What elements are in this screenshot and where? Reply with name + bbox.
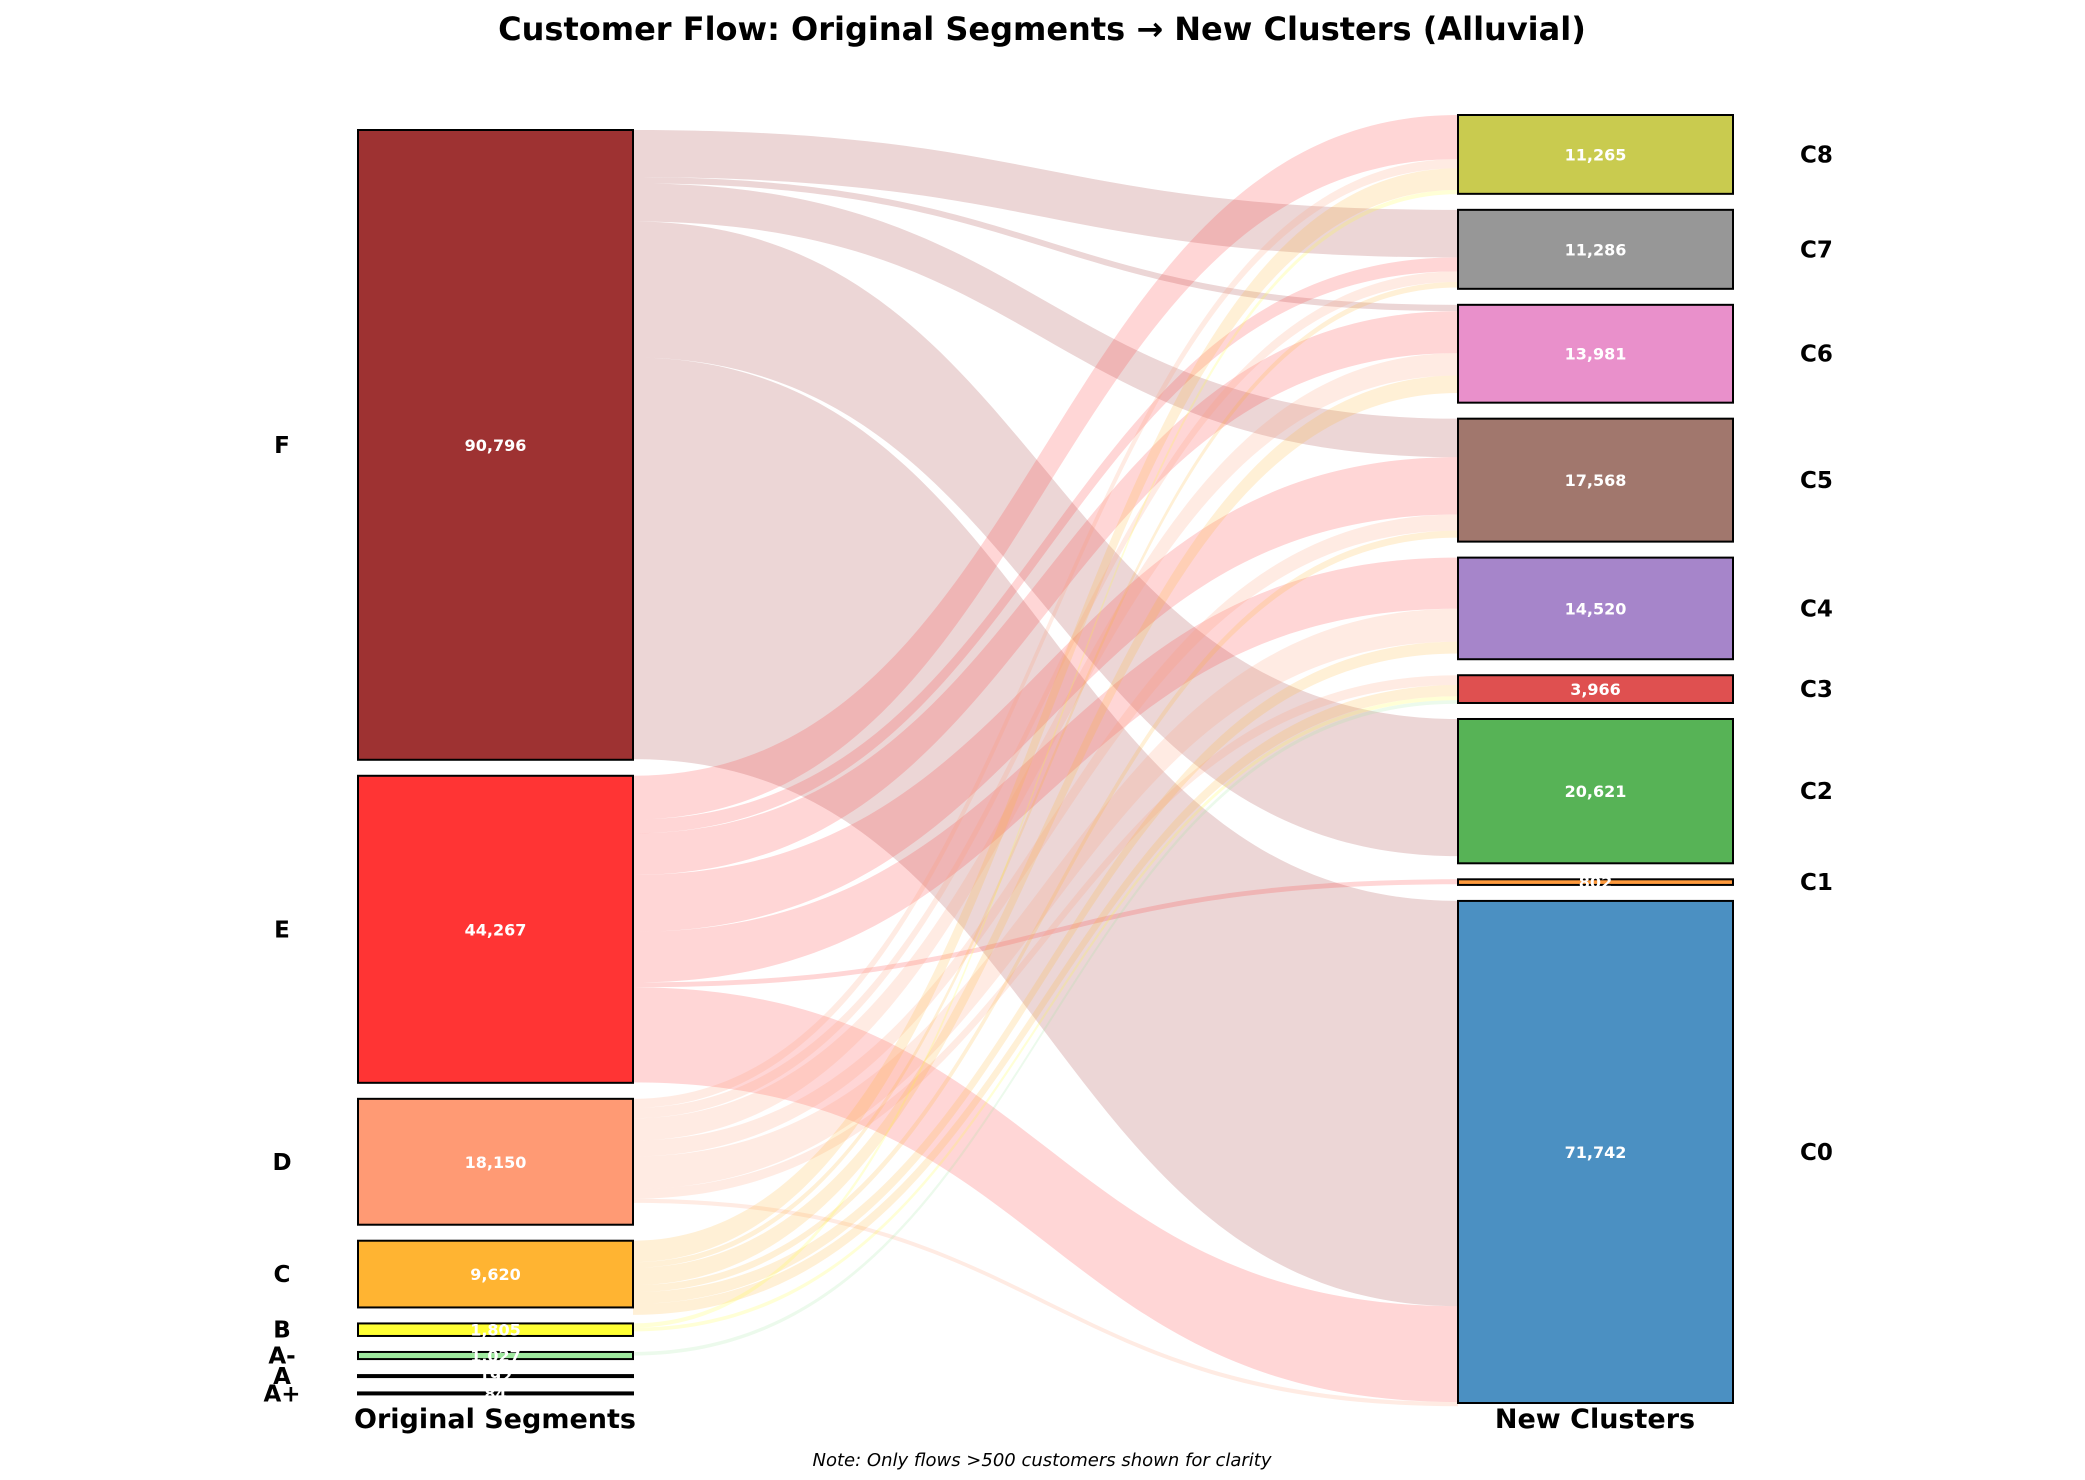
flow-E-to-C7 [633,257,1458,834]
right-node-bar-C0 [1457,899,1734,1404]
left-node-value-A-: 1,027 [470,1347,521,1366]
flow-F-to-C7 [633,130,1458,258]
right-node-value-C0: 71,742 [1565,1143,1627,1162]
left-node-value-D: 18,150 [465,1153,527,1172]
left-node-label-D: D [272,1150,291,1176]
right-node-label-C1: C1 [1800,870,1833,896]
right-node-value-C1: 802 [1579,873,1612,892]
right-node-label-C5: C5 [1800,468,1833,494]
right-node-label-C3: C3 [1800,677,1833,703]
left-node-bar-A+ [357,1391,634,1396]
flow-A--to-C3 [633,700,1458,1356]
right-axis-label: New Clusters [1495,1404,1695,1435]
right-node-value-C7: 11,286 [1565,240,1627,259]
flow-E-to-C6 [633,311,1458,875]
right-node-label-C8: C8 [1800,142,1833,168]
right-node-label-C7: C7 [1800,237,1833,263]
left-node-label-A: A [273,1364,291,1390]
flow-D-to-C4 [633,608,1458,1189]
right-node-bar-C6 [1457,303,1734,404]
right-node-label-C0: C0 [1800,1140,1833,1166]
flow-B-to-C3 [633,696,1458,1332]
flow-C-to-C5 [633,530,1458,1293]
left-node-value-A+: 84 [484,1384,506,1403]
left-node-value-A: 192 [479,1367,512,1386]
left-node-bar-A- [357,1350,634,1361]
flow-D-to-C7 [633,271,1458,1119]
flow-E-to-C5 [633,457,1458,932]
right-node-bar-C2 [1457,717,1734,865]
right-node-value-C4: 14,520 [1565,599,1627,618]
left-node-label-B: B [273,1318,291,1344]
right-node-bar-C7 [1457,208,1734,290]
left-node-bar-D [357,1097,634,1226]
right-node-value-C2: 20,621 [1565,782,1627,801]
flow-E-to-C0 [633,987,1458,1403]
flow-F-to-C0 [633,357,1458,1307]
flows-layer [633,115,1458,1407]
flow-C-to-C6 [633,375,1458,1286]
right-node-value-C3: 3,966 [1570,680,1621,699]
left-node-bar-A [357,1374,634,1379]
flow-D-to-C8 [633,159,1458,1108]
left-node-bar-C [357,1239,634,1309]
flow-D-to-C0 [633,1198,1458,1407]
left-axis-label: Original Segments [354,1404,636,1435]
right-node-bar-C3 [1457,674,1734,704]
right-node-label-C6: C6 [1800,342,1833,368]
flow-B-to-C8 [633,189,1458,1328]
flow-C-to-C7 [633,281,1458,1268]
right-node-value-C5: 17,568 [1565,471,1627,490]
flow-D-to-C5 [633,514,1458,1157]
flow-F-to-C6 [633,177,1458,312]
left-node-bar-E [357,774,634,1084]
flow-E-to-C8 [633,115,1458,820]
flow-C-to-C8 [633,168,1458,1263]
left-node-bar-F [357,129,634,761]
right-node-bar-C5 [1457,417,1734,543]
left-node-label-C: C [274,1262,291,1288]
left-node-label-F: F [274,433,290,459]
left-node-label-E: E [274,917,290,943]
flow-C-to-C4 [633,641,1458,1304]
left-node-label-A+: A+ [263,1381,300,1407]
left-node-value-C: 9,620 [470,1265,521,1284]
chart-title: Customer Flow: Original Segments → New C… [498,10,1586,48]
left-node-value-E: 44,267 [465,920,527,939]
flow-E-to-C4 [633,557,1458,983]
left-node-label-A-: A- [268,1344,295,1370]
left-node-bar-B [357,1322,634,1337]
right-node-label-C4: C4 [1800,596,1833,622]
flow-D-to-C6 [633,353,1458,1141]
left-node-value-B: 1,805 [470,1321,521,1340]
flow-F-to-C5 [633,183,1458,458]
nodes-layer: 90,796 F 44,267 E 18,150 D 9,620 C 1,805 B 1,027 A-… [263,114,1833,1407]
right-node-value-C8: 11,265 [1565,145,1627,164]
right-node-value-C6: 13,981 [1565,345,1627,364]
right-node-bar-C8 [1457,114,1734,195]
chart-note: Note: Only flows >500 customers shown fo… [813,1450,1272,1471]
right-node-bar-C4 [1457,556,1734,661]
flow-C-to-C3 [633,685,1458,1315]
right-node-bar-C1 [1457,878,1734,886]
left-node-value-F: 90,796 [465,436,527,455]
flow-E-to-C1 [633,879,1458,988]
flow-D-to-C3 [633,675,1458,1199]
right-node-label-C2: C2 [1800,779,1833,805]
flow-F-to-C2 [633,221,1458,857]
